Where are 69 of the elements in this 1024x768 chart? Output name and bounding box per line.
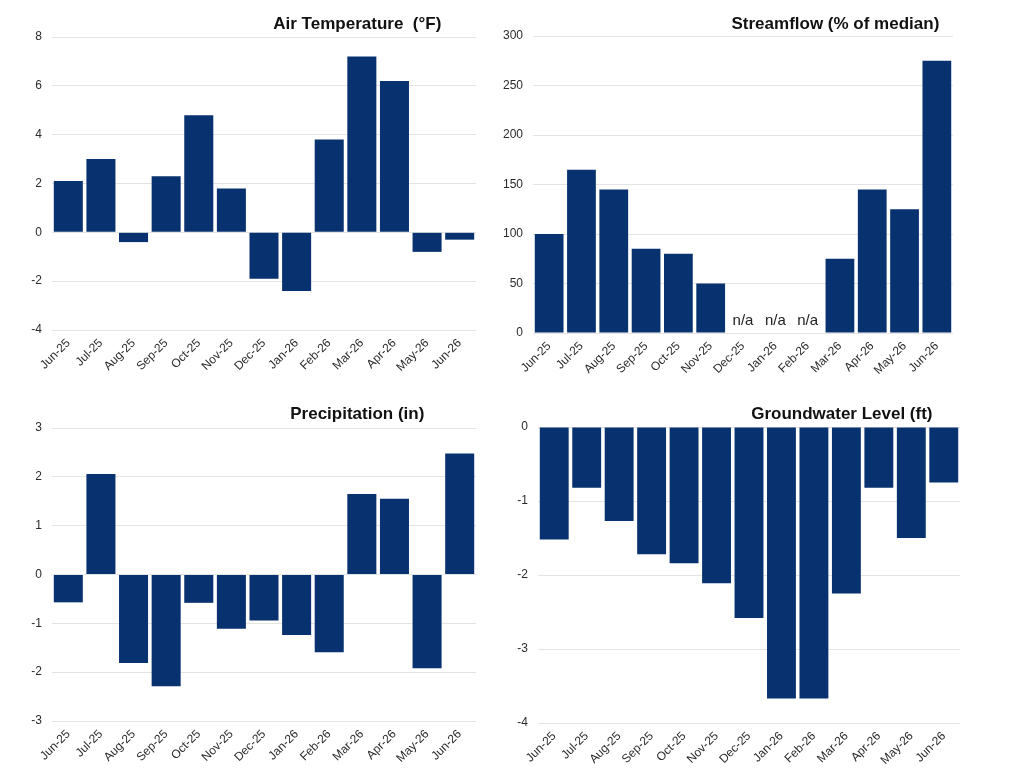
bar [379, 80, 409, 232]
bar [86, 159, 116, 232]
y-tick-label: 250 [502, 77, 524, 92]
y-tick-label: -3 [517, 641, 529, 656]
bar [922, 60, 952, 333]
chart-title: Groundwater Level (ft) [751, 403, 933, 423]
bar [631, 248, 661, 333]
y-tick-label: -4 [31, 322, 43, 337]
y-tick-label: 6 [35, 78, 43, 93]
y-tick-label: 0 [521, 419, 529, 434]
bar [696, 283, 726, 333]
bar [53, 181, 83, 232]
bar [151, 176, 181, 232]
bar [379, 498, 409, 574]
bar [347, 493, 377, 574]
y-tick-label: 0 [35, 224, 43, 239]
bar [314, 139, 344, 232]
chart-title: Precipitation (in) [290, 403, 425, 423]
chart-title: Air Temperature (°F) [273, 13, 442, 33]
bar [445, 232, 475, 240]
y-tick-label: 0 [516, 325, 524, 340]
bar [445, 453, 475, 574]
bar [119, 575, 149, 663]
bar [314, 575, 344, 653]
bar [534, 234, 564, 333]
bar [412, 232, 442, 252]
bar [184, 115, 214, 232]
y-tick-label: 50 [509, 275, 524, 290]
bar [347, 56, 377, 232]
y-tick-label: 4 [35, 126, 43, 141]
y-tick-label: -1 [31, 615, 43, 630]
bar [664, 253, 693, 333]
y-tick-label: 200 [502, 127, 524, 142]
y-tick-label: 300 [502, 28, 524, 43]
y-tick-label: -2 [517, 567, 529, 582]
bar [249, 232, 279, 279]
bar [216, 575, 246, 629]
bar [86, 473, 116, 574]
bar [825, 258, 855, 333]
bar [249, 575, 279, 621]
bar [890, 209, 919, 333]
y-tick-label: -4 [517, 715, 529, 730]
bar [216, 188, 246, 232]
bar [567, 169, 596, 333]
y-tick-label: 150 [502, 176, 524, 191]
y-tick-label: 2 [35, 175, 43, 190]
text: n/a [764, 310, 786, 328]
y-tick-label: 8 [35, 29, 43, 44]
y-tick-label: -2 [31, 664, 43, 679]
bar [53, 575, 83, 603]
y-tick-label: 0 [35, 566, 43, 581]
bar [184, 575, 214, 603]
chart-title: Streamflow (% of median) [731, 13, 940, 33]
bar [151, 575, 181, 687]
text: n/a [732, 310, 754, 328]
y-tick-label: 1 [35, 517, 43, 532]
bar [412, 575, 442, 669]
text: n/a [797, 310, 819, 328]
bar [282, 575, 312, 636]
y-tick-label: -1 [517, 493, 529, 508]
y-tick-label: 100 [502, 226, 524, 241]
y-tick-label: 3 [35, 420, 43, 435]
bar [119, 232, 149, 243]
bar [857, 189, 887, 333]
y-tick-label: 2 [35, 469, 43, 484]
bar [599, 189, 629, 333]
bar [282, 232, 312, 291]
y-tick-label: -3 [31, 713, 43, 728]
y-tick-label: -2 [31, 273, 43, 288]
